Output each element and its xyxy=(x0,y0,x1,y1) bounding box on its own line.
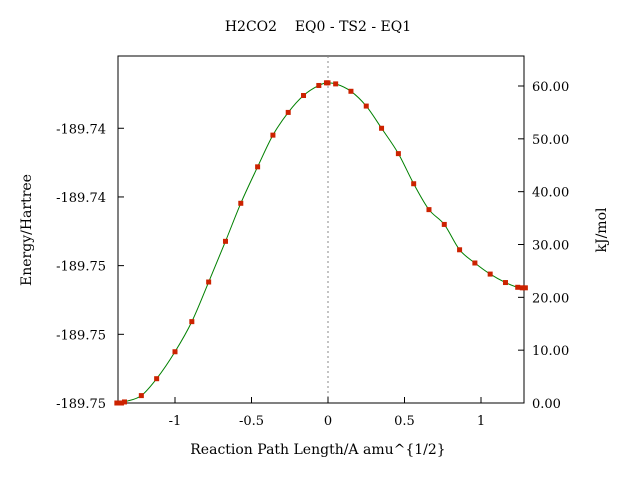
data-point xyxy=(325,80,331,86)
data-point xyxy=(222,238,228,244)
data-point xyxy=(502,280,508,286)
right-tick-label: 20.00 xyxy=(532,291,569,306)
x-tick-label: -1 xyxy=(169,414,182,429)
left-axis-label: Energy/Hartree xyxy=(19,174,35,286)
data-point xyxy=(172,349,178,355)
x-tick-label: 0 xyxy=(324,414,332,429)
data-point xyxy=(441,221,447,227)
data-point xyxy=(515,284,521,290)
x-axis-ticks: -1 -0.5 0 0.5 1 xyxy=(169,397,485,429)
x-tick-label: -0.5 xyxy=(239,414,264,429)
energy-curve xyxy=(116,82,526,404)
left-tick-label: -189.74 xyxy=(56,122,106,137)
left-tick-label: -189.75 xyxy=(56,397,106,412)
data-point xyxy=(379,125,385,131)
data-point xyxy=(426,207,432,213)
data-point xyxy=(154,376,160,382)
data-point xyxy=(189,319,195,325)
chart-title: H2CO2 EQ0 - TS2 - EQ1 xyxy=(225,19,411,35)
right-tick-label: 60.00 xyxy=(532,80,569,95)
data-point xyxy=(472,260,478,266)
data-point xyxy=(316,82,322,88)
data-point xyxy=(395,151,401,157)
plot-frame xyxy=(117,55,525,404)
data-point xyxy=(457,247,463,253)
data-points xyxy=(114,80,528,406)
data-point xyxy=(255,164,261,170)
data-point xyxy=(238,200,244,206)
left-tick-label: -189.75 xyxy=(56,328,106,343)
right-tick-label: 10.00 xyxy=(532,344,569,359)
data-point xyxy=(348,88,354,94)
x-tick-label: 0.5 xyxy=(394,414,415,429)
x-tick-label: 1 xyxy=(477,414,485,429)
left-tick-label: -189.75 xyxy=(56,260,106,275)
data-point xyxy=(270,132,276,138)
right-tick-label: 30.00 xyxy=(532,239,569,254)
data-point xyxy=(122,399,128,405)
right-tick-label: 0.00 xyxy=(532,397,561,412)
data-point xyxy=(333,81,339,87)
right-tick-label: 40.00 xyxy=(532,186,569,201)
data-point xyxy=(411,181,417,187)
right-axis-ticks: 0.00 10.00 20.00 30.00 40.00 50.00 60.00 xyxy=(518,80,569,412)
data-point xyxy=(363,103,369,109)
data-point xyxy=(118,400,124,406)
left-tick-label: -189.74 xyxy=(56,191,106,206)
data-point xyxy=(114,400,120,406)
data-point xyxy=(138,393,144,399)
data-point xyxy=(285,109,291,115)
right-tick-label: 50.00 xyxy=(532,133,569,148)
data-point xyxy=(206,279,212,285)
data-point xyxy=(522,285,528,291)
right-axis-label: kJ/mol xyxy=(594,207,610,253)
data-point xyxy=(519,285,525,291)
left-axis-ticks: -189.75 -189.75 -189.75 -189.74 -189.74 xyxy=(56,122,124,412)
data-point xyxy=(487,271,493,277)
data-point xyxy=(301,93,307,99)
x-axis-label: Reaction Path Length/A amu^{1/2} xyxy=(190,442,445,458)
